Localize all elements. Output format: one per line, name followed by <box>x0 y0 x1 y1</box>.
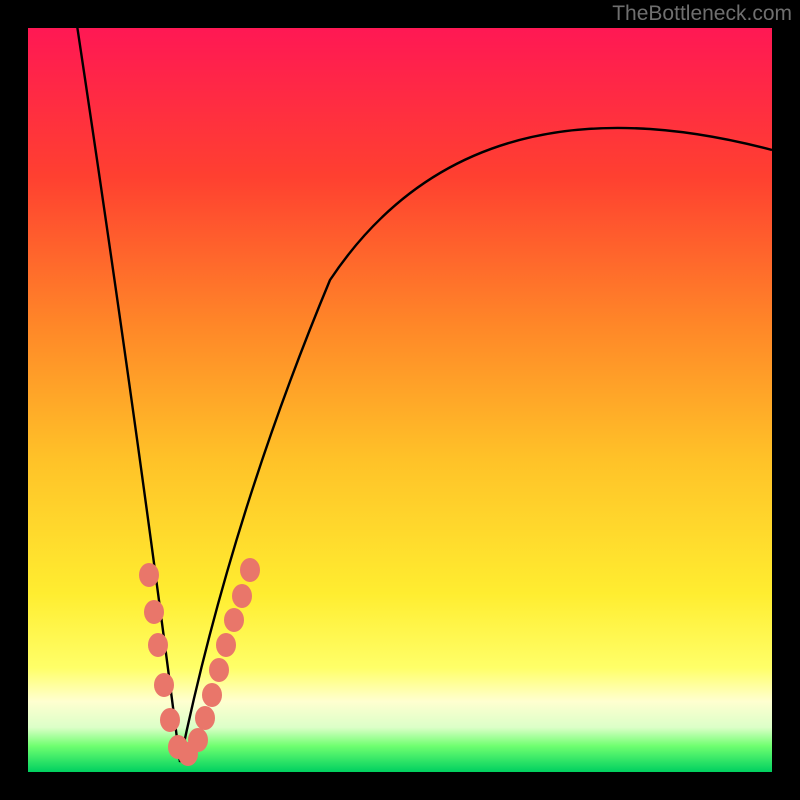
chart-frame: TheBottleneck.com <box>0 0 800 800</box>
data-marker <box>232 584 252 608</box>
data-marker <box>240 558 260 582</box>
data-marker <box>224 608 244 632</box>
data-marker <box>154 673 174 697</box>
data-marker <box>144 600 164 624</box>
data-marker <box>209 658 229 682</box>
watermark-text: TheBottleneck.com <box>612 2 792 26</box>
data-marker <box>139 563 159 587</box>
data-marker <box>216 633 236 657</box>
chart-svg <box>0 0 800 800</box>
data-marker <box>160 708 180 732</box>
data-marker <box>202 683 222 707</box>
data-marker <box>148 633 168 657</box>
gradient-background <box>28 28 772 772</box>
data-marker <box>188 728 208 752</box>
data-marker <box>195 706 215 730</box>
